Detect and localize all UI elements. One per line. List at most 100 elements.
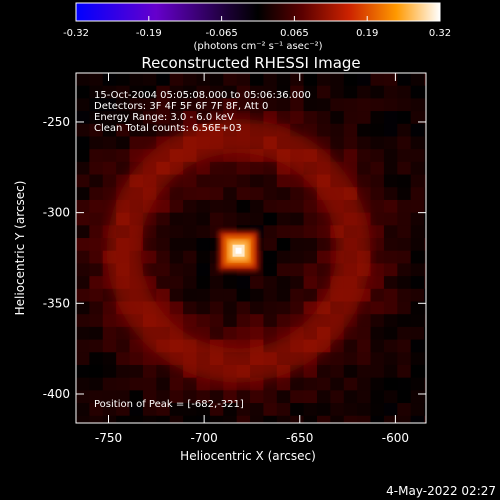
heatmap-cell	[370, 415, 385, 423]
heatmap-cell	[303, 276, 318, 290]
heatmap-cell	[370, 301, 385, 315]
y-axis-label: Heliocentric Y (arcsec)	[13, 181, 27, 316]
heatmap-cell	[142, 225, 157, 239]
heatmap-cell	[410, 212, 425, 226]
heatmap-cell	[183, 276, 198, 290]
heatmap-cell	[196, 377, 211, 391]
heatmap-cell	[169, 111, 184, 125]
heatmap-cell	[263, 301, 278, 315]
heatmap-cell	[183, 415, 198, 423]
heatmap-cell	[303, 301, 318, 315]
timestamp: 4-May-2022 02:27	[386, 484, 496, 498]
heatmap-cell	[316, 250, 331, 265]
heatmap-cell	[316, 111, 331, 125]
heatmap-cell	[236, 98, 251, 112]
heatmap-cell	[116, 415, 131, 423]
heatmap-cell	[424, 73, 426, 87]
heatmap-cell	[209, 199, 224, 214]
heatmap-cell	[303, 225, 318, 239]
heatmap-cell	[223, 187, 238, 201]
heatmap-cell	[76, 314, 90, 328]
heatmap-cell	[116, 403, 131, 417]
heatmap-cell	[370, 352, 385, 366]
heatmap-cell	[183, 238, 198, 252]
heatmap-cell	[142, 390, 157, 404]
heatmap-cell	[209, 98, 224, 112]
heatmap-cell	[169, 415, 184, 423]
heatmap-cell	[370, 276, 385, 290]
heatmap-cell	[397, 187, 412, 201]
heatmap-cell	[383, 199, 398, 214]
heatmap-cell	[102, 364, 117, 379]
heatmap-cell	[383, 276, 398, 290]
heatmap-cell	[196, 187, 211, 201]
heatmap-cell	[89, 250, 104, 265]
heatmap-cell	[183, 73, 198, 87]
heatmap-cell	[236, 174, 251, 188]
heatmap-cell	[169, 301, 184, 315]
heatmap-cell	[276, 314, 291, 328]
heatmap-cell	[424, 149, 426, 163]
heatmap-cell	[370, 174, 385, 188]
heatmap-cell	[263, 326, 278, 341]
heatmap-cell	[156, 403, 171, 417]
heatmap-cell	[330, 377, 345, 391]
heatmap-cell	[424, 339, 426, 353]
heatmap-cell	[397, 225, 412, 239]
heatmap-cell	[196, 276, 211, 290]
heatmap-cell	[383, 212, 398, 226]
heatmap-cell	[223, 212, 238, 226]
heatmap-cell	[156, 123, 171, 138]
heatmap-cell	[209, 288, 224, 303]
heatmap-cell	[169, 187, 184, 201]
heatmap-cell	[343, 415, 358, 423]
heatmap-cell	[76, 199, 90, 214]
heatmap-cell	[316, 73, 331, 87]
heatmap-cell	[424, 123, 426, 138]
heatmap-cell	[142, 73, 157, 87]
heatmap-cell	[263, 161, 278, 176]
heatmap-cell	[196, 403, 211, 417]
heatmap-cell	[196, 73, 211, 87]
heatmap-cell	[370, 123, 385, 138]
heatmap-cell	[357, 314, 372, 328]
heatmap-cell	[250, 390, 265, 404]
heatmap-cell	[383, 314, 398, 328]
heatmap-cell	[250, 161, 265, 176]
heatmap-cell	[424, 377, 426, 391]
heatmap-cell	[370, 250, 385, 265]
heatmap-cell	[397, 250, 412, 265]
heatmap-cell	[357, 415, 372, 423]
heatmap-cell	[116, 111, 131, 125]
heatmap-cell	[250, 85, 265, 99]
heatmap-cell	[76, 187, 90, 201]
heatmap-cell	[410, 288, 425, 303]
heatmap-cell	[410, 238, 425, 252]
heatmap-cell	[303, 199, 318, 214]
heatmap-cell	[250, 212, 265, 226]
heatmap-cell	[397, 238, 412, 252]
heatmap-cell	[89, 352, 104, 366]
heatmap-cell	[383, 187, 398, 201]
heatmap-cell	[89, 174, 104, 188]
heatmap-cell	[156, 225, 171, 239]
heatmap-cell	[343, 85, 358, 99]
heatmap-cell	[76, 111, 90, 125]
heatmap-cell	[357, 377, 372, 391]
heatmap-cell	[116, 85, 131, 99]
heatmap-cell	[397, 377, 412, 391]
heatmap-cell	[209, 301, 224, 315]
heatmap-cell	[236, 326, 251, 341]
heatmap-cell	[290, 73, 305, 87]
heatmap-cell	[183, 403, 198, 417]
heatmap-cell	[397, 339, 412, 353]
heatmap-cell	[276, 98, 291, 112]
heatmap-cell	[276, 390, 291, 404]
observation-annotations: 15-Oct-2004 05:05:08.000 to 05:06:36.000…	[94, 90, 311, 134]
heatmap-cell	[330, 123, 345, 138]
heatmap-cell	[156, 364, 171, 379]
heatmap-cell	[76, 390, 90, 404]
heatmap-cell	[357, 390, 372, 404]
heatmap-cell	[209, 415, 224, 423]
